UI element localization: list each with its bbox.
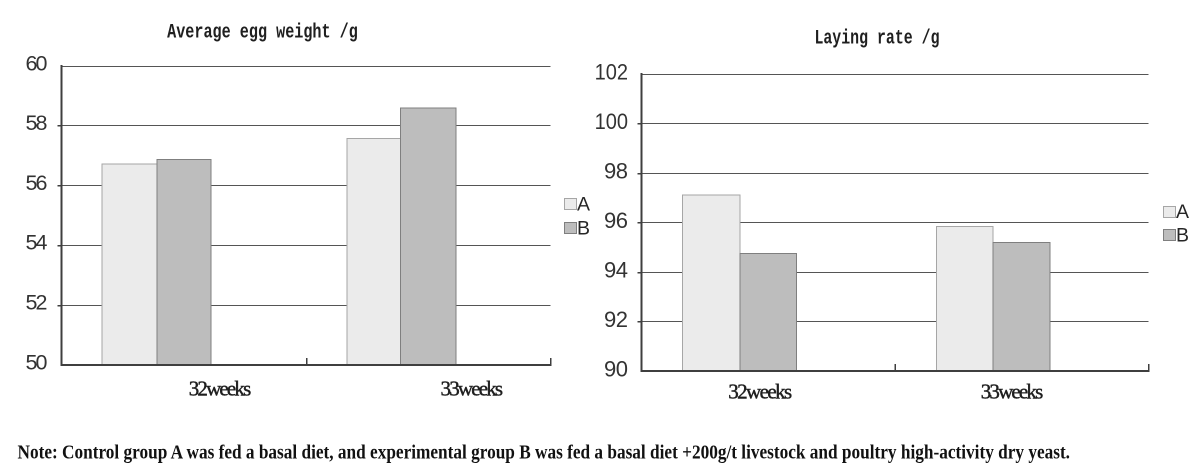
svg-text:100: 100 — [595, 110, 628, 134]
svg-text:Laying rate /g: Laying rate /g — [814, 28, 939, 51]
svg-text:98: 98 — [604, 159, 628, 184]
svg-text:A: A — [577, 194, 590, 216]
svg-text:56: 56 — [26, 171, 48, 195]
svg-text:92: 92 — [604, 307, 628, 332]
svg-text:60: 60 — [26, 51, 48, 75]
svg-text:52: 52 — [26, 291, 48, 315]
svg-text:Average egg weight /g: Average egg weight /g — [167, 22, 358, 45]
svg-text:A: A — [1176, 201, 1189, 223]
svg-text:33weeks: 33weeks — [441, 377, 504, 401]
svg-text:B: B — [577, 218, 590, 240]
svg-text:Note: Control group A was fed: Note: Control group A was fed a basal di… — [18, 443, 1071, 464]
svg-text:54: 54 — [26, 231, 48, 255]
svg-text:33weeks: 33weeks — [981, 380, 1044, 404]
svg-text:32weeks: 32weeks — [728, 380, 792, 404]
svg-text:50: 50 — [26, 350, 48, 374]
svg-text:94: 94 — [604, 258, 628, 283]
svg-text:B: B — [1176, 225, 1189, 247]
svg-text:32weeks: 32weeks — [189, 376, 252, 400]
svg-text:102: 102 — [595, 61, 628, 85]
svg-text:90: 90 — [604, 357, 628, 382]
svg-text:58: 58 — [26, 111, 48, 135]
svg-text:96: 96 — [604, 208, 628, 233]
